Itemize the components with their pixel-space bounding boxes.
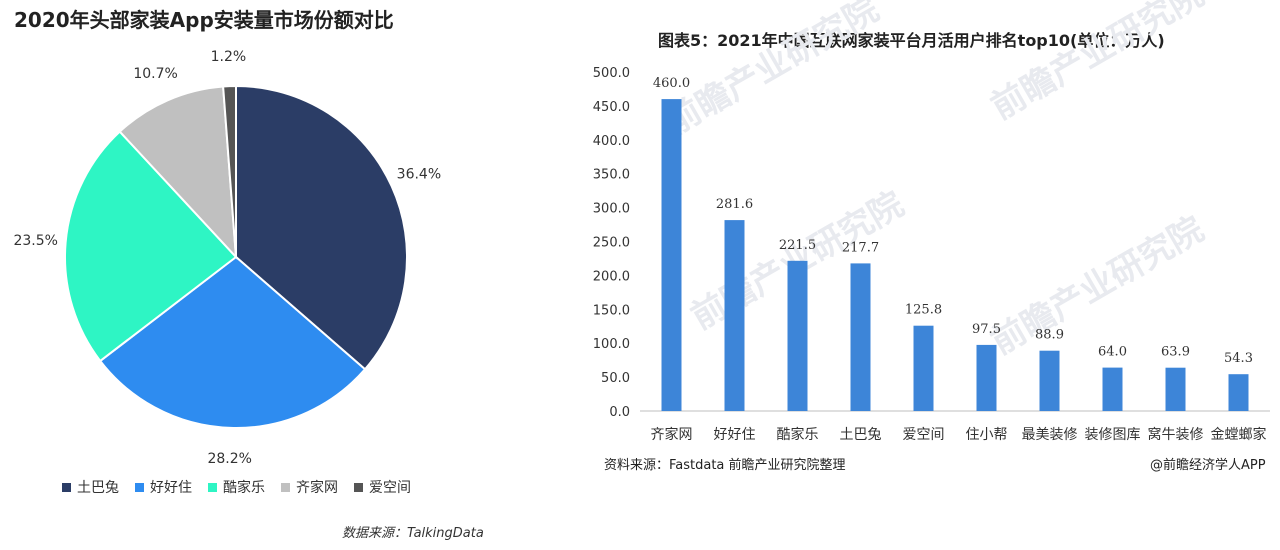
pie-chart-title: 2020年头部家装App安装量市场份额对比 <box>14 8 394 32</box>
bar-value-label: 221.5 <box>779 238 816 253</box>
legend-label: 爱空间 <box>369 480 411 496</box>
bar-0 <box>661 99 682 411</box>
x-category-label: 土巴兔 <box>840 427 882 443</box>
pie-source-note: 数据来源：TalkingData <box>342 526 484 541</box>
y-tick-label: 500.0 <box>593 66 630 81</box>
y-tick-label: 300.0 <box>593 202 630 217</box>
bar-9 <box>1228 374 1249 411</box>
pie-legend: 土巴兔 好好住 酷家乐 齐家网 爱空间 <box>62 477 411 497</box>
legend-swatch <box>62 482 71 492</box>
pie-chart-panel: 36.4% 28.2% 23.5% 10.7% 1.2% 2020年头部家装App安装量… <box>0 0 580 550</box>
y-tick-label: 150.0 <box>593 303 630 318</box>
legend-label: 齐家网 <box>296 480 338 496</box>
bar-5 <box>976 344 997 411</box>
pie-slice-label: 10.7% <box>133 66 177 82</box>
legend-item: 酷家乐 <box>208 477 265 497</box>
bar-7 <box>1102 367 1123 411</box>
pie-slice-label: 28.2% <box>207 451 251 467</box>
bar-3 <box>850 263 871 411</box>
legend-swatch <box>281 482 290 492</box>
pie-slice-label: 23.5% <box>13 233 57 249</box>
bar-value-label: 460.0 <box>653 76 690 91</box>
y-tick-label: 100.0 <box>593 337 630 352</box>
bar-credit-note: @前瞻经济学人APP <box>1150 458 1266 473</box>
bar-2 <box>787 260 808 411</box>
bar-value-label: 281.6 <box>716 197 753 212</box>
pie-slice-label: 1.2% <box>211 49 247 65</box>
legend-item: 土巴兔 <box>62 477 119 497</box>
legend-label: 酷家乐 <box>223 480 265 496</box>
bar-value-label: 97.5 <box>972 322 1001 337</box>
legend-item: 爱空间 <box>354 477 411 497</box>
bar-source-note: 资料来源：Fastdata 前瞻产业研究院整理 <box>604 458 846 473</box>
x-category-label: 金螳螂家 <box>1211 426 1267 443</box>
bar-chart-panel: 图表5：2021年中国互联网家装平台月活用户排名top10(单位：万人) 前瞻产… <box>580 0 1280 550</box>
y-tick-label: 50.0 <box>601 371 630 386</box>
y-tick-label: 0.0 <box>609 405 630 420</box>
bar-value-label: 88.9 <box>1035 328 1064 343</box>
pie-slice-label: 36.4% <box>397 167 441 183</box>
x-category-label: 爱空间 <box>903 427 945 443</box>
x-category-label: 最美装修 <box>1022 427 1078 443</box>
bar-6 <box>1039 350 1060 411</box>
legend-label: 好好住 <box>150 480 192 496</box>
y-tick-label: 200.0 <box>593 269 630 284</box>
x-category-label: 住小帮 <box>966 427 1008 443</box>
bar-chart-title: 图表5：2021年中国互联网家装平台月活用户排名top10(单位：万人) <box>658 31 1165 50</box>
x-category-label: 酷家乐 <box>777 426 819 443</box>
pie-slice-2 <box>64 130 238 363</box>
x-category-label: 好好住 <box>714 427 756 443</box>
legend-swatch <box>208 482 217 492</box>
x-category-label: 窝牛装修 <box>1148 426 1204 443</box>
bar-1 <box>724 220 745 411</box>
legend-label: 土巴兔 <box>77 480 119 496</box>
x-category-label: 装修图库 <box>1085 427 1141 443</box>
watermark-text: 前瞻产业研究院 <box>985 0 1211 128</box>
bar-value-label: 63.9 <box>1161 345 1190 360</box>
bar-value-label: 217.7 <box>842 240 879 255</box>
x-category-label: 齐家网 <box>651 426 693 443</box>
legend-swatch <box>135 482 144 492</box>
watermark-text: 前瞻产业研究院 <box>985 209 1211 363</box>
pie-slice-3 <box>118 85 238 260</box>
bar-chart: 前瞻产业研究院前瞻产业研究院前瞻产业研究院前瞻产业研究院0.050.0100.0… <box>593 0 1270 443</box>
bar-value-label: 125.8 <box>905 303 942 318</box>
y-tick-label: 350.0 <box>593 168 630 183</box>
pie-slice-1 <box>98 255 367 429</box>
bar-value-label: 54.3 <box>1224 351 1253 366</box>
legend-item: 好好住 <box>135 477 192 497</box>
pie-slice-4 <box>222 84 237 258</box>
pie-chart: 36.4% 28.2% 23.5% 10.7% 1.2% <box>13 49 441 467</box>
pie-slice-0 <box>235 84 408 371</box>
bar-value-label: 64.0 <box>1098 345 1127 360</box>
y-tick-label: 450.0 <box>593 100 630 115</box>
legend-swatch <box>354 482 363 492</box>
watermark-text: 前瞻产业研究院 <box>660 0 886 143</box>
bar-4 <box>913 325 934 411</box>
y-tick-label: 250.0 <box>593 236 630 251</box>
y-tick-label: 400.0 <box>593 134 630 149</box>
bar-8 <box>1165 367 1186 411</box>
legend-item: 齐家网 <box>281 477 338 497</box>
